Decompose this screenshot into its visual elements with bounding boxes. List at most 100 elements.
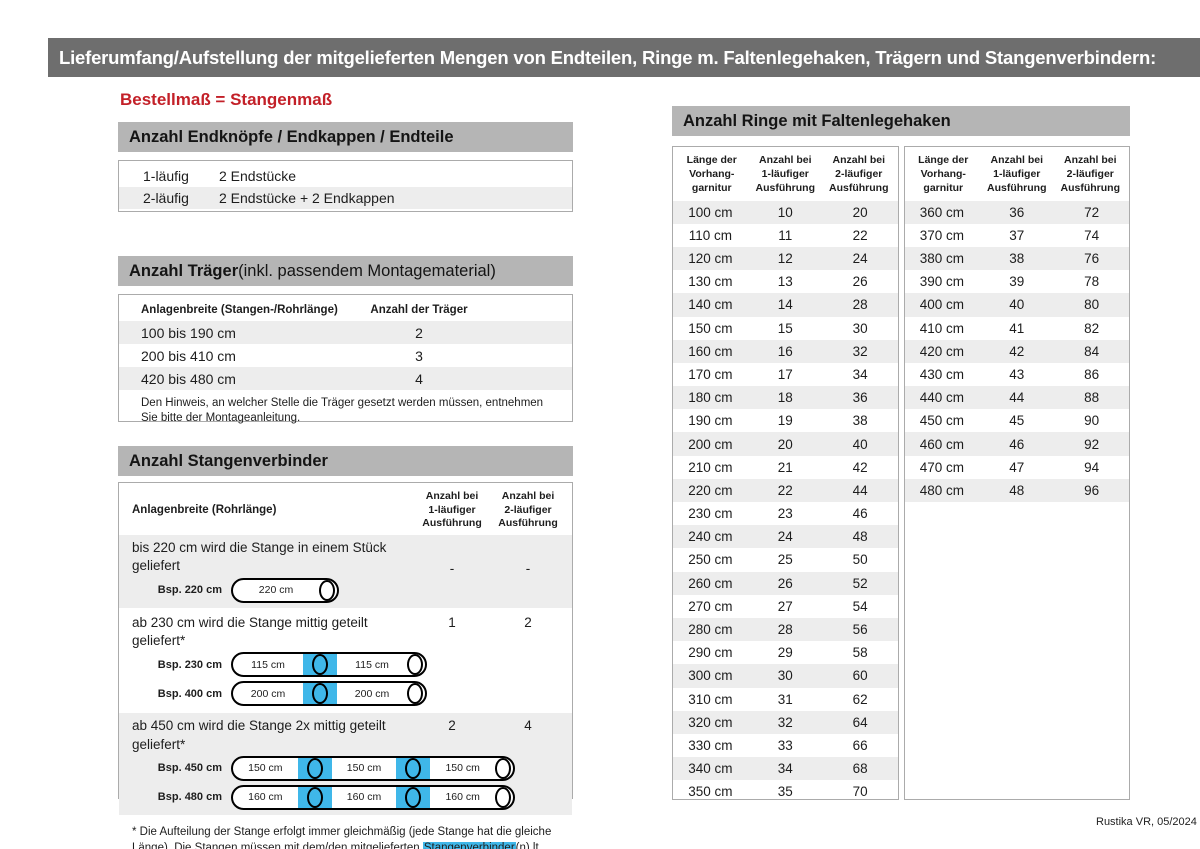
ringe-row-length: 310 cm [688, 691, 733, 707]
ringe-row-length: 190 cm [688, 413, 733, 429]
verbinder-table: Anlagenbreite (Rohrlänge) Anzahl bei 1-l… [118, 482, 573, 849]
verbinder-row: ab 230 cm wird die Stange mittig geteilt… [119, 610, 572, 711]
ringe-row-one-run: 12 [777, 251, 793, 267]
ringe-row-two-run: 66 [852, 737, 868, 753]
ringe-row-length: 170 cm [688, 366, 733, 382]
rod-connector [303, 654, 337, 676]
verbinder-col-one-run: Anzahl bei 1-läufiger Ausführung [422, 490, 482, 530]
ringe-row-two-run: 24 [852, 251, 868, 267]
section-verbinder-title: Anzahl Stangenverbinder [129, 451, 328, 470]
ringe-row: 470 cm 47 94 [905, 456, 1130, 479]
ringe-row-length: 300 cm [688, 668, 733, 684]
ringe-row-length: 200 cm [688, 436, 733, 452]
document-version: Rustika VR, 05/2024 [1096, 816, 1197, 828]
rod-end-cap [495, 786, 512, 808]
ringe-row: 150 cm 15 30 [673, 317, 898, 340]
ringe-row-one-run: 44 [1009, 390, 1025, 406]
ringe-row-two-run: 28 [852, 297, 868, 313]
ringe-row-one-run: 24 [777, 529, 793, 545]
ringe-row: 110 cm 11 22 [673, 224, 898, 247]
ringe-row-one-run: 16 [777, 343, 793, 359]
ringe-row: 240 cm 24 48 [673, 525, 898, 549]
rod-segment-label: 160 cm [346, 791, 382, 804]
endteile-row: 2-läufig 2 Endstücke + 2 Endkappen [119, 187, 572, 209]
ringe-row-length: 160 cm [688, 343, 733, 359]
ringe-row-two-run: 94 [1084, 459, 1100, 475]
ringe-row-length: 140 cm [688, 297, 733, 313]
traeger-row: 200 bis 410 cm 3 [119, 344, 572, 367]
traeger-row: 420 bis 480 cm 4 [119, 367, 572, 390]
verbinder-rows: bis 220 cm wird die Stange in einem Stüc… [119, 534, 572, 815]
rod-segment-label: 220 cm [258, 584, 294, 597]
ringe-row-one-run: 21 [777, 459, 793, 475]
rod-end-cap [495, 757, 512, 779]
ringe-row: 410 cm 41 82 [905, 317, 1130, 340]
traeger-row-range: 200 bis 410 cm [141, 347, 236, 364]
ringe-row-length: 460 cm [919, 436, 965, 452]
rod-segment-label: 115 cm [355, 658, 389, 671]
ringe-row: 180 cm 18 36 [673, 386, 898, 410]
ringe-row: 260 cm 26 52 [673, 571, 898, 595]
verbinder-table-head: Anlagenbreite (Rohrlänge) Anzahl bei 1-l… [119, 483, 572, 535]
ringe-row: 340 cm 34 68 [673, 757, 898, 781]
rod-example-label: Bsp. 480 cm [157, 791, 222, 804]
ringe-row-length: 250 cm [688, 552, 733, 568]
ringe-row-one-run: 46 [1009, 436, 1025, 452]
endteile-row-label: 1-läufig [143, 168, 189, 184]
traeger-rows: 100 bis 190 cm 2 200 bis 410 cm 3 420 bi… [119, 321, 572, 390]
footnote-highlight: Stangenverbinder [422, 842, 516, 849]
rod-diagram: 200 cm 200 cm [231, 681, 427, 707]
endteile-row-value: 2 Endstücke + 2 Endkappen [219, 190, 395, 206]
ringe-row: 380 cm 38 76 [904, 246, 1129, 271]
ringe-row-one-run: 20 [777, 436, 793, 452]
ringe-row-one-run: 31 [777, 691, 793, 707]
ringe-row-one-run: 28 [777, 622, 793, 638]
ringe-row-one-run: 47 [1009, 459, 1025, 475]
section-traeger-subtitle: (inkl. passendem Montagematerial) [238, 261, 496, 280]
ringe-row-one-run: 19 [777, 413, 793, 429]
ringe-row: 230 cm 23 46 [673, 502, 898, 525]
ringe-row-one-run: 42 [1009, 343, 1025, 359]
verbinder-count-two-run: - [525, 560, 531, 576]
ringe-row-one-run: 29 [777, 645, 793, 661]
ringe-row-two-run: 42 [852, 459, 868, 475]
rod-example-label: Bsp. 450 cm [157, 762, 222, 775]
rod-segment-label: 115 cm [251, 658, 285, 671]
ringe-row-length: 450 cm [919, 413, 965, 429]
rod-diagram: 220 cm [231, 577, 339, 603]
footnote-text-pre: * Die Aufteilung der Stange erfolgt imme… [132, 825, 552, 849]
rod-end-cap [407, 683, 423, 705]
rod-segment-label: 150 cm [248, 762, 283, 775]
ringe-row: 160 cm 16 32 [673, 339, 898, 363]
ringe-row-one-run: 33 [777, 737, 793, 753]
ringe-row-length: 330 cm [688, 737, 733, 753]
ringe-row-two-run: 82 [1084, 320, 1100, 336]
ringe-row: 350 cm 35 70 [673, 780, 898, 803]
traeger-row-range: 100 bis 190 cm [141, 324, 236, 341]
endteile-row: 1-läufig 2 Endstücke [119, 165, 572, 187]
endteile-table: 1-läufig 2 Endstücke 2-läufig 2 Endstück… [118, 160, 573, 212]
ringe-row-one-run: 45 [1009, 413, 1025, 429]
ringe-row: 280 cm 28 56 [673, 617, 898, 642]
endteile-row-value: 2 Endstücke [219, 168, 297, 184]
ringe-row-one-run: 14 [777, 297, 793, 313]
ringe-row-length: 230 cm [688, 506, 733, 522]
ringe-row-length: 210 cm [688, 459, 733, 475]
verbinder-row: ab 450 cm wird die Stange 2x mittig gete… [119, 713, 572, 815]
ringe-row-two-run: 78 [1084, 274, 1100, 290]
traeger-row: 100 bis 190 cm 2 [119, 321, 572, 344]
ringe-row-two-run: 74 [1084, 227, 1100, 243]
ringe-row-two-run: 20 [852, 204, 868, 220]
ringe-row-length: 220 cm [688, 482, 733, 498]
traeger-row-range: 420 bis 480 cm [141, 370, 236, 387]
tube-end-ellipse [405, 757, 422, 779]
ringe-row-two-run: 80 [1084, 297, 1100, 313]
rod-example: Bsp. 400 cm 200 cm 200 cm [119, 681, 566, 707]
ringe-row-length: 270 cm [688, 598, 733, 614]
title-bar-text: Lieferumfang/Aufstellung der mitgeliefer… [59, 46, 1157, 68]
rod-segment-label: 160 cm [445, 791, 480, 804]
rod-example: Bsp. 220 cm 220 cm [119, 577, 566, 603]
verbinder-count-one-run: 1 [448, 614, 456, 630]
ringe-row-length: 130 cm [688, 274, 733, 290]
